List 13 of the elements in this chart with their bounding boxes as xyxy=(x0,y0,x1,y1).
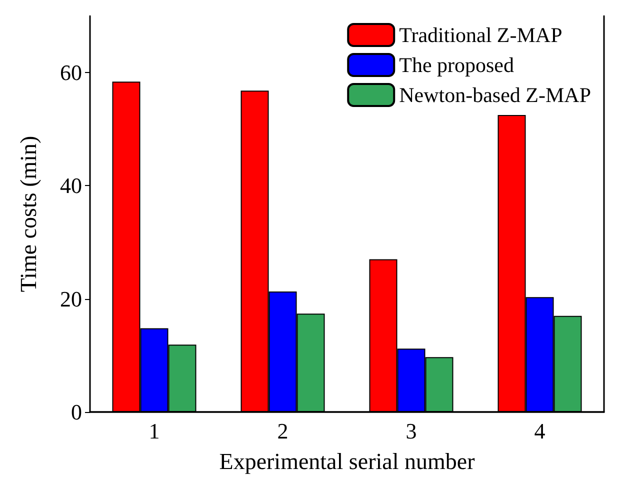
x-tick-label: 1 xyxy=(148,418,160,444)
legend-label: The proposed xyxy=(399,53,515,77)
x-tick-label: 2 xyxy=(277,418,288,444)
legend-label: Newton-based Z-MAP xyxy=(399,83,592,107)
y-tick-label: 20 xyxy=(60,286,82,312)
legend-label: Traditional Z-MAP xyxy=(399,23,562,47)
y-tick-label: 60 xyxy=(60,60,82,86)
y-tick-label: 40 xyxy=(60,173,82,198)
x-tick-label: 4 xyxy=(534,418,546,444)
y-axis-title: Time costs (min) xyxy=(16,136,41,292)
x-tick-label: 3 xyxy=(406,418,417,444)
x-axis-title: Experimental serial number xyxy=(219,449,476,474)
y-tick-label: 0 xyxy=(71,400,82,424)
